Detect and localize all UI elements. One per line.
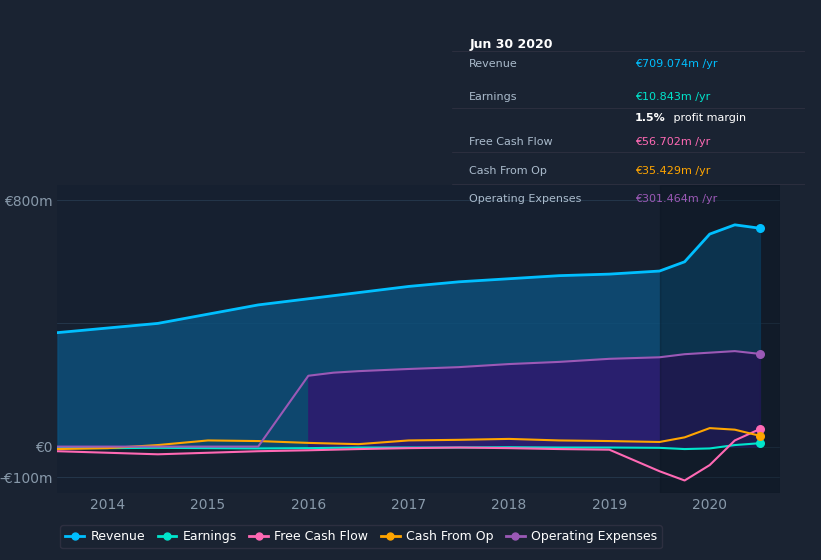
Bar: [659, 185, 780, 493]
Text: Operating Expenses: Operating Expenses: [470, 194, 581, 204]
Text: Revenue: Revenue: [470, 59, 518, 69]
Text: €301.464m /yr: €301.464m /yr: [635, 194, 718, 204]
Point: [754, 438, 767, 447]
Text: Earnings: Earnings: [470, 92, 518, 102]
Point: [754, 349, 767, 358]
Text: Free Cash Flow: Free Cash Flow: [470, 137, 553, 147]
Text: 1.5%: 1.5%: [635, 113, 666, 123]
Text: Jun 30 2020: Jun 30 2020: [470, 38, 553, 50]
Text: €10.843m /yr: €10.843m /yr: [635, 92, 710, 102]
Point: [754, 224, 767, 233]
Legend: Revenue, Earnings, Free Cash Flow, Cash From Op, Operating Expenses: Revenue, Earnings, Free Cash Flow, Cash …: [61, 525, 662, 548]
Text: €709.074m /yr: €709.074m /yr: [635, 59, 718, 69]
Text: €56.702m /yr: €56.702m /yr: [635, 137, 710, 147]
Text: Cash From Op: Cash From Op: [470, 166, 547, 176]
Text: profit margin: profit margin: [671, 113, 746, 123]
Text: €35.429m /yr: €35.429m /yr: [635, 166, 710, 176]
Point: [754, 424, 767, 433]
Point: [754, 431, 767, 440]
